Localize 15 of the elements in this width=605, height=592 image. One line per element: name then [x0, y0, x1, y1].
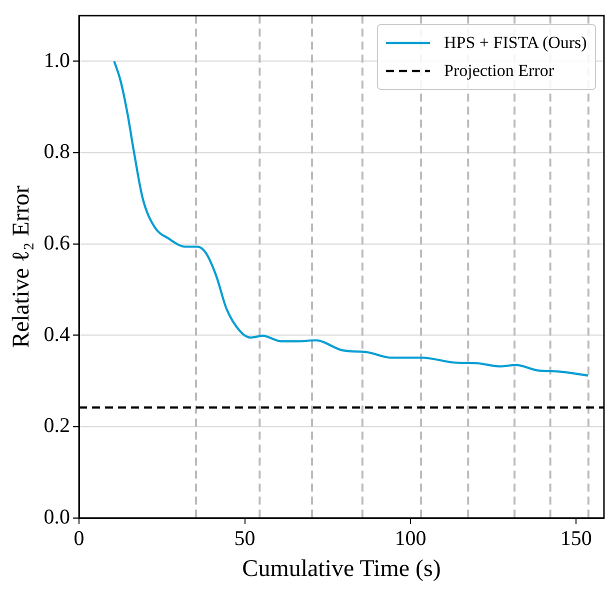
y-tick-label: 0.4 — [44, 322, 71, 346]
y-tick-label: 0.6 — [44, 230, 70, 254]
line-series — [113, 60, 590, 377]
y-tick-label: 0.0 — [44, 504, 70, 529]
y-tick-label: 1.0 — [44, 48, 70, 72]
x-tick-label: 50 — [234, 526, 256, 550]
x-tick-label: 0 — [74, 526, 84, 550]
y-tick-label: 0.8 — [44, 139, 70, 164]
y-tick-label: 0.2 — [44, 413, 70, 438]
x-axis-title: Cumulative Time (s) — [242, 556, 441, 582]
x-tick-label: 150 — [560, 526, 592, 550]
y-axis-title: Relative ℓ₂ Error — [8, 186, 35, 348]
legend-label: Projection Error — [444, 60, 554, 82]
x-tick-label: 100 — [394, 526, 426, 550]
legend-label: HPS + FISTA (Ours) — [444, 32, 587, 54]
